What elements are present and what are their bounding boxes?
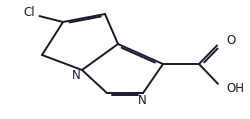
Text: O: O bbox=[226, 34, 235, 47]
Text: N: N bbox=[72, 69, 80, 82]
Text: OH: OH bbox=[226, 82, 244, 95]
Text: Cl: Cl bbox=[24, 6, 35, 19]
Text: N: N bbox=[138, 94, 146, 107]
